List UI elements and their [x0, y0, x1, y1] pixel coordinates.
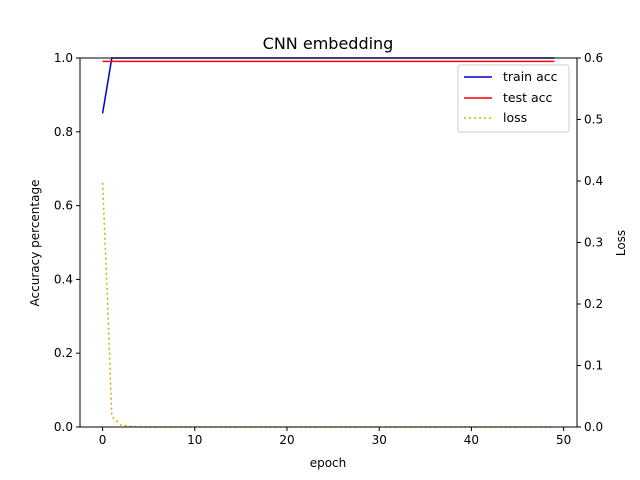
y2-tick-label: 0.6 [584, 51, 603, 65]
x-tick-label: 10 [187, 433, 202, 447]
x-tick-label: 30 [372, 433, 387, 447]
y2-tick-label: 0.1 [584, 359, 603, 373]
y2-tick-label: 0.3 [584, 236, 603, 250]
x-axis-label: epoch [310, 456, 347, 470]
y-tick-label: 1.0 [54, 51, 73, 65]
y-tick-label: 0.0 [54, 420, 73, 434]
y2-tick-label: 0.4 [584, 174, 603, 188]
y-tick-label: 0.4 [54, 272, 73, 286]
x-tick-label: 40 [464, 433, 479, 447]
y-tick-label: 0.6 [54, 199, 73, 213]
x-tick-label: 20 [279, 433, 294, 447]
y2-axis-label: Loss [614, 230, 628, 256]
y-tick-label: 0.2 [54, 346, 73, 360]
y2-tick-label: 0.5 [584, 113, 603, 127]
x-tick-label: 50 [556, 433, 571, 447]
legend-entry-loss: loss [464, 110, 527, 125]
legend-box [457, 64, 570, 133]
y-axis-right: 0.0 0.1 0.2 0.3 0.4 0.5 0.6 [577, 51, 603, 434]
legend-label-train-acc: train acc [503, 69, 558, 84]
legend-entry-train-acc: train acc [464, 69, 558, 84]
series-line-loss [101, 182, 555, 428]
legend: train acc test acc loss [457, 64, 570, 133]
y-axis-label: Accuracy percentage [28, 180, 42, 307]
legend-entry-test-acc: test acc [464, 90, 553, 105]
y-axis-left: 0.0 0.2 0.4 0.6 0.8 1.0 [54, 51, 80, 434]
y2-tick-label: 0.0 [584, 420, 603, 434]
legend-label-loss: loss [503, 110, 527, 125]
chart-title: CNN embedding [263, 34, 394, 53]
legend-label-test-acc: test acc [503, 90, 553, 105]
x-axis: 0 10 20 30 40 50 [99, 427, 571, 447]
y-tick-label: 0.8 [54, 125, 73, 139]
x-tick-label: 0 [99, 433, 107, 447]
y2-tick-label: 0.2 [584, 297, 603, 311]
